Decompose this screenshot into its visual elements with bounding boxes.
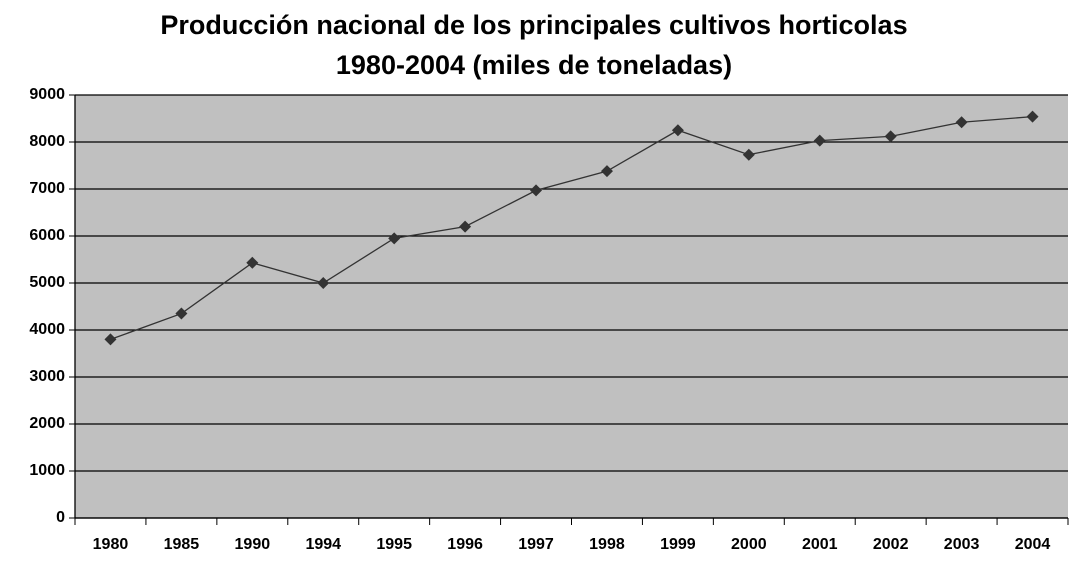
y-tick-label: 4000	[29, 321, 65, 338]
y-tick-label: 5000	[29, 274, 65, 291]
y-tick-label: 9000	[29, 86, 65, 103]
x-tick-label: 1980	[93, 536, 129, 553]
y-tick-label: 6000	[29, 227, 65, 244]
marker	[884, 130, 897, 143]
x-tick-label: 1994	[305, 536, 341, 553]
x-tick-label: 1997	[518, 536, 554, 553]
marker	[671, 124, 684, 137]
x-tick-label: 1985	[164, 536, 200, 553]
y-tick-label: 0	[56, 509, 65, 526]
x-tick-label: 1995	[376, 536, 412, 553]
marker	[175, 307, 188, 320]
x-tick-label: 1998	[589, 536, 625, 553]
y-tick-label: 3000	[29, 368, 65, 385]
x-tick-label: 1990	[235, 536, 271, 553]
marker	[246, 256, 259, 269]
chart-title: Producción nacional de los principales c…	[160, 10, 907, 40]
marker	[1026, 110, 1039, 123]
marker	[742, 148, 755, 161]
x-tick-label: 2000	[731, 536, 767, 553]
y-tick-label: 7000	[29, 180, 65, 197]
marker	[600, 165, 613, 178]
y-tick-label: 8000	[29, 133, 65, 150]
x-tick-label: 2002	[873, 536, 909, 553]
marker	[104, 333, 117, 346]
line	[110, 115, 1033, 341]
x-tick-label: 1996	[447, 536, 483, 553]
marker	[459, 220, 472, 233]
chart-title: 1980-2004 (miles de toneladas)	[336, 50, 732, 80]
x-tick-label: 1999	[660, 536, 696, 553]
x-tick-label: 2003	[944, 536, 980, 553]
y-tick-label: 1000	[29, 462, 65, 479]
y-tick-label: 2000	[29, 415, 65, 432]
marker	[955, 116, 968, 129]
x-tick-label: 2001	[802, 536, 838, 553]
marker	[388, 232, 401, 245]
plot-area	[75, 95, 1068, 518]
marker	[813, 134, 826, 147]
marker	[317, 277, 330, 289]
marker	[530, 184, 543, 197]
x-tick-label: 2004	[1015, 536, 1051, 553]
